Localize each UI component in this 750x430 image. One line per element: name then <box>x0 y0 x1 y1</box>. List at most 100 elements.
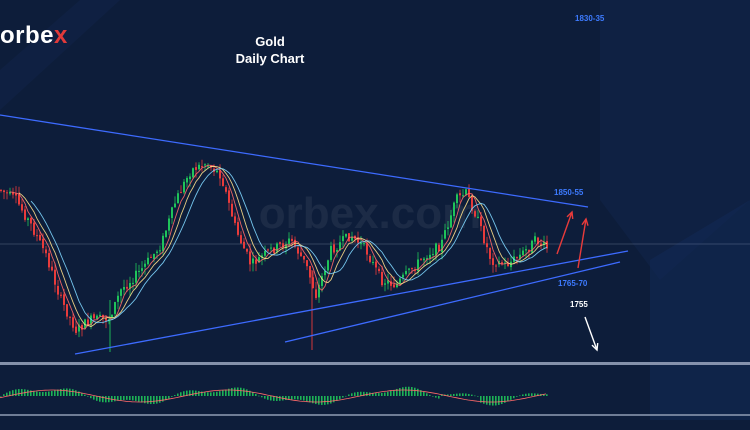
indicator-bar <box>255 393 257 396</box>
indicator-bar <box>516 396 518 397</box>
candle <box>543 241 545 245</box>
candle <box>501 262 503 265</box>
candle <box>153 253 155 260</box>
candle <box>141 268 143 271</box>
candle <box>402 274 404 278</box>
candle <box>276 243 278 252</box>
indicator-signal-line <box>0 389 547 403</box>
indicator-bar <box>258 395 260 397</box>
indicator-bar <box>309 396 311 403</box>
indicator-bar <box>126 396 128 400</box>
indicator-bar <box>507 396 509 402</box>
candle <box>15 193 17 196</box>
candle <box>90 315 92 326</box>
candle <box>303 255 305 260</box>
candle <box>459 193 461 196</box>
candle <box>480 216 482 227</box>
candle <box>273 247 275 253</box>
arrow-down <box>584 316 598 351</box>
indicator-bar <box>297 396 299 400</box>
indicator-bar <box>438 396 440 399</box>
candle <box>393 284 395 288</box>
candle <box>333 244 335 253</box>
candle <box>474 211 476 217</box>
indicator-bar <box>66 388 68 396</box>
candle <box>33 222 35 235</box>
moving-average-mid <box>18 165 548 328</box>
indicator-bar <box>102 396 104 403</box>
candle <box>69 316 71 318</box>
indicator-bar <box>435 396 437 398</box>
candle <box>384 283 386 285</box>
indicator-bar <box>294 396 296 400</box>
candle <box>30 217 32 224</box>
indicator-bar <box>246 389 248 396</box>
indicator-bar <box>288 396 290 400</box>
candle <box>435 243 437 256</box>
candle <box>342 236 344 242</box>
indicator-bar <box>15 389 17 396</box>
candle <box>288 238 290 245</box>
candle <box>159 250 161 252</box>
indicator-bar <box>402 387 404 396</box>
candle <box>45 249 47 254</box>
candle <box>222 178 224 186</box>
indicator-bar <box>417 388 419 396</box>
level-label-1755: 1755 <box>570 300 588 309</box>
candle <box>411 268 413 270</box>
indicator-bar <box>543 394 545 396</box>
indicator-bar <box>489 396 491 406</box>
candle <box>456 194 458 204</box>
indicator-bar <box>264 396 266 399</box>
candle <box>249 251 251 265</box>
indicator-bar <box>201 391 203 396</box>
indicator-bar <box>171 396 173 397</box>
indicator-bar <box>528 393 530 396</box>
chart-subtitle: Daily Chart <box>235 51 305 66</box>
candle <box>366 243 368 255</box>
arrow-up-1-head <box>566 210 574 220</box>
indicator-bar <box>210 392 212 396</box>
indicator-bar <box>357 391 359 396</box>
candle <box>270 247 272 249</box>
indicator-bar <box>366 392 368 396</box>
candle <box>450 215 452 228</box>
indicator-bar <box>33 391 35 396</box>
candle <box>507 263 509 267</box>
indicator-bar <box>342 396 344 398</box>
candle <box>414 270 416 272</box>
candle <box>462 195 464 197</box>
indicator-bar <box>393 389 395 396</box>
candle <box>540 243 542 246</box>
indicator-bar <box>93 396 95 400</box>
indicator-bar <box>318 396 320 405</box>
indicator-bar <box>279 396 281 401</box>
indicator-bar <box>204 391 206 396</box>
indicator-bar <box>207 392 209 396</box>
candle <box>234 216 236 223</box>
indicator-bar <box>186 390 188 396</box>
indicator-bar <box>72 389 74 396</box>
candle <box>87 319 89 326</box>
indicator-bar <box>120 396 122 401</box>
indicator-bar <box>60 388 62 396</box>
candle <box>444 230 446 239</box>
indicator-bar <box>216 391 218 396</box>
candle <box>39 234 41 241</box>
indicator-bar <box>267 396 269 400</box>
candle <box>519 254 521 260</box>
candle <box>300 252 302 257</box>
indicator-bar <box>411 387 413 396</box>
indicator-bar <box>162 396 164 402</box>
indicator-bar <box>387 391 389 396</box>
indicator-bar <box>348 394 350 396</box>
candle <box>216 170 218 173</box>
indicator-bar <box>273 396 275 401</box>
candle <box>258 257 260 263</box>
candle <box>423 258 425 261</box>
indicator-bar <box>225 389 227 396</box>
indicator-bar <box>123 396 125 400</box>
indicator-bar <box>384 392 386 396</box>
indicator-bar <box>462 393 464 396</box>
candle <box>264 250 266 256</box>
